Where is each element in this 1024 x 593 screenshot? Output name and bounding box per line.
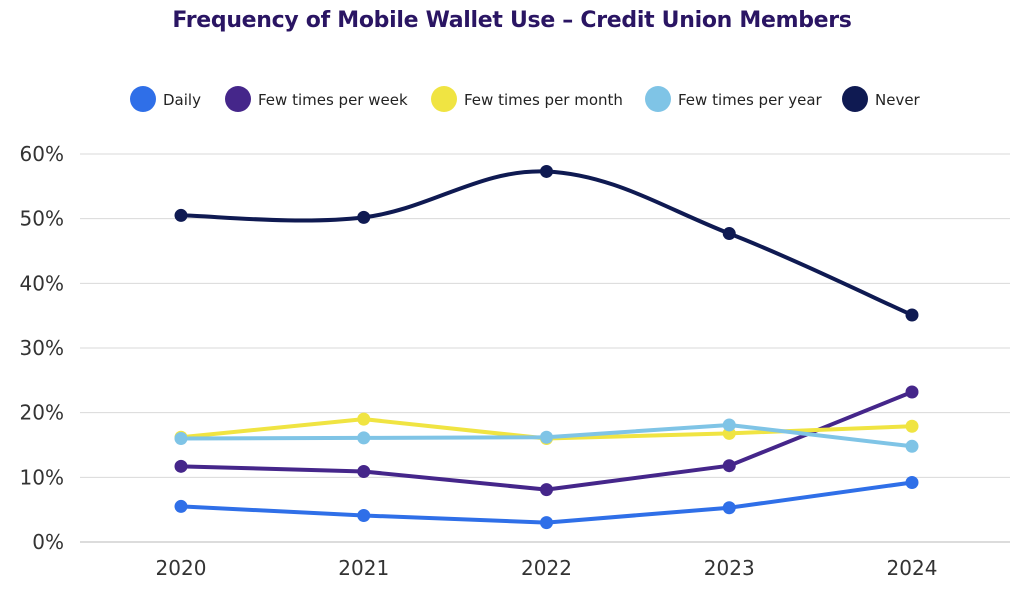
data-point-never-2021: [357, 210, 371, 224]
data-point-daily-2022: [540, 516, 553, 530]
gridlines: [80, 153, 1010, 543]
y-axis-ticks: 0% 10% 20% 30% 40% 50% 60%: [20, 142, 64, 554]
x-tick-label: 2020: [156, 556, 207, 580]
data-point-few-times-per-month-2024: [905, 419, 919, 433]
data-point-few-times-per-year-2021: [357, 431, 371, 445]
data-point-few-times-per-year-2020: [174, 432, 188, 446]
data-point-never-2024: [905, 308, 919, 322]
data-point-few-times-per-week-2022: [540, 483, 553, 497]
y-tick-label: 50%: [20, 207, 64, 231]
data-point-few-times-per-year-2024: [905, 439, 919, 453]
data-point-daily-2021: [357, 508, 371, 522]
y-tick-label: 10%: [20, 465, 64, 489]
legend-marker-few-times-per-year: [645, 86, 671, 112]
x-tick-label: 2023: [704, 556, 755, 580]
chart-title: Frequency of Mobile Wallet Use – Credit …: [172, 8, 852, 33]
data-point-daily-2020: [174, 499, 188, 513]
x-tick-label: 2024: [887, 556, 938, 580]
data-point-few-times-per-week-2023: [722, 459, 736, 473]
y-tick-label: 60%: [20, 142, 64, 166]
x-axis-ticks: 2020 2021 2022 2023 2024: [156, 556, 938, 580]
legend-label-few-times-per-week: Few times per week: [258, 91, 408, 109]
x-tick-label: 2021: [338, 556, 389, 580]
legend: Daily Few times per week Few times per mon…: [130, 86, 921, 112]
legend-label-few-times-per-month: Few times per month: [464, 91, 623, 109]
data-point-few-times-per-week-2020: [174, 459, 188, 473]
legend-label-daily: Daily: [163, 91, 201, 109]
data-point-never-2020: [174, 208, 188, 222]
legend-label-never: Never: [875, 91, 921, 109]
series-lines: [179, 169, 914, 525]
legend-marker-daily: [130, 86, 156, 112]
legend-label-few-times-per-year: Few times per year: [678, 91, 823, 109]
x-tick-label: 2022: [521, 556, 572, 580]
data-point-few-times-per-week-2024: [905, 385, 919, 399]
data-point-few-times-per-week-2021: [357, 465, 371, 479]
data-point-daily-2024: [905, 476, 919, 490]
data-point-never-2022: [540, 164, 553, 178]
y-tick-label: 0%: [32, 530, 64, 554]
legend-marker-few-times-per-week: [225, 86, 251, 112]
data-point-daily-2023: [722, 501, 736, 515]
data-point-few-times-per-year-2022: [540, 430, 553, 444]
data-point-never-2023: [722, 227, 736, 241]
y-tick-label: 20%: [20, 401, 64, 425]
y-tick-label: 40%: [20, 271, 64, 295]
series-line-never: [179, 169, 914, 318]
legend-marker-never: [842, 86, 868, 112]
legend-marker-few-times-per-month: [431, 86, 457, 112]
y-tick-label: 30%: [20, 336, 64, 360]
data-point-few-times-per-year-2023: [722, 418, 736, 432]
data-point-few-times-per-month-2021: [357, 412, 371, 426]
series-points: [174, 164, 919, 530]
